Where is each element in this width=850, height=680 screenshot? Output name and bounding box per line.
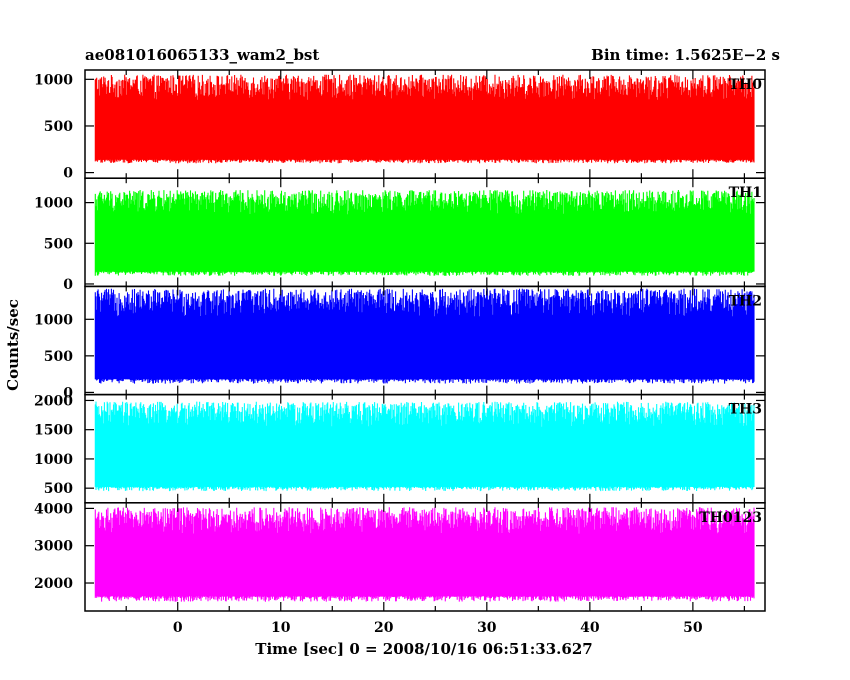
y-tick-label: 0 xyxy=(63,385,73,401)
panel-th2: 0 500 1000 TH2 xyxy=(34,285,766,401)
panel-frame xyxy=(84,502,766,612)
series-th0123-trace xyxy=(94,507,755,602)
y-tick-label: 2000 xyxy=(34,576,73,592)
y-tick-label: 4000 xyxy=(34,501,73,517)
panel-th0123: 2000 3000 4000 TH0123 xyxy=(34,501,766,612)
y-tick-label: 1000 xyxy=(34,196,73,212)
series-th0-trace xyxy=(94,74,755,164)
figure-title: ae081016065133_wam2_bst xyxy=(85,46,319,64)
y-tick-label: 500 xyxy=(44,236,73,252)
y-tick-label: 0 xyxy=(63,166,73,182)
y-tick-label: 3000 xyxy=(34,539,73,555)
panel-th1: 0 500 1000 TH1 xyxy=(34,177,766,293)
y-tick-label: 500 xyxy=(44,119,73,135)
panel-th3: 500 1000 1500 2000 TH3 xyxy=(34,393,766,504)
y-tick-label: 1000 xyxy=(34,72,73,88)
y-tick-label: 1000 xyxy=(34,452,73,468)
series-th3-trace xyxy=(94,401,755,492)
series-th1-trace xyxy=(94,190,755,276)
y-tick-label: 1500 xyxy=(34,423,73,439)
panel-label-th1: TH1 xyxy=(729,185,762,201)
x-tick-label: 0 xyxy=(173,620,183,636)
y-tick-label: 500 xyxy=(44,481,73,497)
y-tick-label: 500 xyxy=(44,349,73,365)
panel-label-th3: TH3 xyxy=(729,402,762,418)
y-tick-label: 0 xyxy=(63,277,73,293)
panel-label-th2: TH2 xyxy=(729,293,762,309)
panel-th0: 0 500 1000 TH0 xyxy=(34,69,766,182)
y-tick-label: 1000 xyxy=(34,312,73,328)
x-tick-label: 50 xyxy=(683,620,703,636)
x-tick-label: 30 xyxy=(477,620,497,636)
y-tick-label: 2000 xyxy=(34,393,73,409)
x-axis-label: Time [sec] 0 = 2008/10/16 06:51:33.627 xyxy=(255,640,592,658)
x-tick-label: 40 xyxy=(580,620,600,636)
x-tick-label: 20 xyxy=(374,620,394,636)
bin-time-label: Bin time: 1.5625E−2 s xyxy=(591,46,780,64)
panel-label-th0123: TH0123 xyxy=(699,510,762,526)
panel-label-th0: TH0 xyxy=(729,77,763,93)
x-tick-label: 10 xyxy=(271,620,291,636)
y-axis-label: Counts/sec xyxy=(4,299,22,391)
series-th2-trace xyxy=(94,288,755,384)
